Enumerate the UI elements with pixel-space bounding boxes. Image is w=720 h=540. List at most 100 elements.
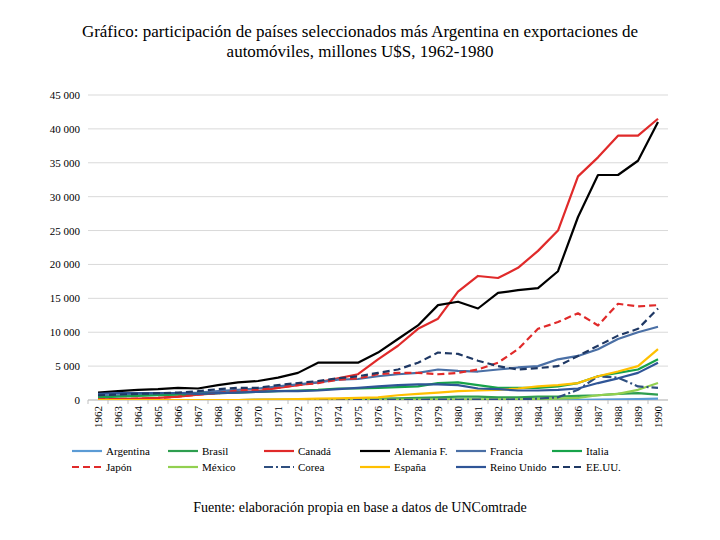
x-tick <box>188 400 189 404</box>
legend-swatch <box>552 466 582 468</box>
legend-label: Japón <box>106 461 132 473</box>
x-tick-label: 1974 <box>332 406 344 429</box>
x-tick-label: 1982 <box>492 406 504 428</box>
x-tick-label: 1980 <box>452 406 464 429</box>
x-tick-label: 1973 <box>312 406 324 429</box>
x-tick <box>368 400 369 404</box>
x-tick-label: 1981 <box>472 406 484 428</box>
x-tick-label: 1972 <box>292 406 304 428</box>
y-tick-label: 20 000 <box>50 258 81 270</box>
x-tick-label: 1964 <box>132 406 144 429</box>
x-tick-label: 1967 <box>192 406 204 429</box>
x-tick <box>508 400 509 404</box>
legend-label: España <box>394 461 426 473</box>
legend-swatch <box>168 466 198 468</box>
series-line <box>98 122 658 392</box>
x-tick-label: 1978 <box>412 406 424 429</box>
legend-label: EE.UU. <box>586 461 621 473</box>
x-tick-label: 1990 <box>652 406 664 429</box>
grid-line <box>88 298 668 299</box>
legend-label: Italia <box>586 445 609 457</box>
x-tick <box>588 400 589 404</box>
grid-line <box>88 95 668 96</box>
legend-swatch <box>72 450 102 452</box>
x-tick <box>308 400 309 404</box>
source: Fuente: elaboración propia en base a dat… <box>0 500 720 516</box>
y-tick-label: 45 000 <box>50 89 81 101</box>
legend-swatch <box>264 466 294 468</box>
x-tick-label: 1970 <box>252 406 264 429</box>
x-tick-label: 1969 <box>232 406 244 429</box>
x-tick-label: 1968 <box>212 406 224 429</box>
x-tick <box>648 400 649 404</box>
x-tick <box>448 400 449 404</box>
x-tick <box>168 400 169 404</box>
x-tick-label: 1989 <box>632 406 644 429</box>
legend-label: México <box>202 461 236 473</box>
x-tick <box>568 400 569 404</box>
grid-line <box>88 230 668 231</box>
x-tick <box>108 400 109 404</box>
x-tick <box>608 400 609 404</box>
x-tick <box>488 400 489 404</box>
x-tick-label: 1962 <box>92 406 104 428</box>
legend-label: Canadá <box>298 445 331 457</box>
legend-label: Reino Unido <box>490 461 547 473</box>
y-tick-label: 25 000 <box>50 225 81 237</box>
legend-swatch <box>456 466 486 468</box>
grid-line <box>88 264 668 265</box>
title: Gráfico: participación de países selecci… <box>50 22 670 62</box>
x-tick-label: 1987 <box>592 406 604 429</box>
x-tick <box>128 400 129 404</box>
x-tick <box>228 400 229 404</box>
legend-label: Francia <box>490 445 523 457</box>
grid-line <box>88 332 668 333</box>
legend-swatch <box>168 450 198 452</box>
series-line <box>98 119 658 400</box>
x-tick <box>408 400 409 404</box>
x-tick-label: 1986 <box>572 406 584 429</box>
x-tick <box>548 400 549 404</box>
legend-swatch <box>264 450 294 452</box>
chart-root: Gráfico: participación de países selecci… <box>0 0 720 540</box>
x-tick-label: 1966 <box>172 406 184 429</box>
grid-line <box>88 196 668 197</box>
y-tick-label: 30 000 <box>50 191 81 203</box>
series-line <box>98 309 658 396</box>
x-tick-label: 1963 <box>112 406 124 429</box>
series-line <box>98 327 658 396</box>
x-tick-label: 1971 <box>272 406 284 428</box>
chart-svg: 05 00010 00015 00020 00025 00030 00035 0… <box>0 0 720 540</box>
series-line <box>98 304 658 400</box>
x-tick-label: 1976 <box>372 406 384 429</box>
legend-swatch <box>360 466 390 468</box>
x-tick-label: 1979 <box>432 406 444 429</box>
x-tick <box>628 400 629 404</box>
x-tick <box>428 400 429 404</box>
y-tick-label: 40 000 <box>50 123 81 135</box>
x-tick <box>148 400 149 404</box>
x-tick <box>528 400 529 404</box>
grid-line <box>88 128 668 129</box>
legend-label: Corea <box>298 461 324 473</box>
legend-label: Brasil <box>202 445 228 457</box>
plot-area <box>98 119 658 400</box>
x-tick-label: 1985 <box>552 406 564 429</box>
y-tick-label: 35 000 <box>50 157 81 169</box>
x-tick <box>388 400 389 404</box>
y-tick-label: 5 000 <box>55 360 80 372</box>
legend-swatch <box>360 450 390 452</box>
x-tick <box>88 400 89 404</box>
grid-line <box>88 366 668 367</box>
series-line <box>98 363 658 394</box>
x-tick <box>288 400 289 404</box>
x-tick-label: 1988 <box>612 406 624 429</box>
y-tick-label: 15 000 <box>50 292 81 304</box>
legend-label: Alemania F. <box>394 445 448 457</box>
x-tick-label: 1984 <box>532 406 544 429</box>
x-tick-label: 1977 <box>392 406 404 429</box>
x-tick <box>328 400 329 404</box>
y-tick-label: 10 000 <box>50 326 81 338</box>
legend-label: Argentina <box>106 445 150 457</box>
x-tick <box>348 400 349 404</box>
